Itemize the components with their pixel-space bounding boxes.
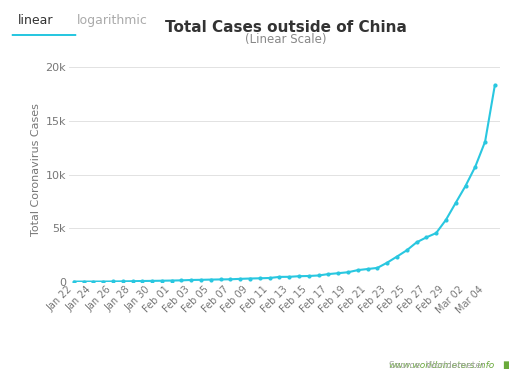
Point — [402, 247, 410, 253]
Text: www.worldometers.info: www.worldometers.info — [388, 361, 494, 370]
Point — [392, 254, 400, 260]
Point — [333, 270, 342, 276]
Point — [177, 277, 185, 284]
Point — [138, 278, 146, 284]
Point — [451, 200, 459, 206]
Point — [470, 164, 478, 170]
Text: linear: linear — [18, 14, 53, 27]
Point — [441, 217, 449, 223]
Point — [353, 267, 361, 273]
Point — [412, 239, 420, 245]
Point — [108, 279, 117, 285]
Point — [167, 277, 176, 284]
Point — [275, 274, 283, 280]
Point — [119, 278, 127, 284]
Text: Source: Worldometer -: Source: Worldometer - — [389, 361, 493, 370]
Point — [343, 269, 351, 275]
Point — [99, 279, 107, 285]
Point — [255, 275, 263, 281]
Point — [196, 277, 205, 283]
Point — [285, 274, 293, 280]
Y-axis label: Total Coronavirus Cases: Total Coronavirus Cases — [31, 103, 41, 235]
Point — [79, 279, 88, 285]
Point — [480, 138, 488, 144]
Point — [461, 183, 469, 189]
Point — [490, 82, 498, 88]
Point — [245, 276, 253, 282]
Point — [128, 278, 136, 284]
Text: (Linear Scale): (Linear Scale) — [244, 33, 326, 46]
Point — [373, 265, 381, 271]
Point — [363, 266, 371, 272]
Point — [187, 277, 195, 283]
Text: ■: ■ — [501, 360, 509, 370]
Point — [294, 273, 302, 279]
Point — [216, 276, 224, 282]
Point — [236, 276, 244, 282]
Point — [265, 275, 273, 281]
Point — [382, 260, 390, 266]
Text: logarithmic: logarithmic — [77, 14, 147, 27]
Point — [324, 271, 332, 277]
Point — [431, 230, 439, 236]
Point — [226, 276, 234, 282]
Point — [206, 277, 214, 283]
Point — [70, 279, 78, 285]
Point — [304, 273, 313, 279]
Point — [421, 234, 430, 240]
Point — [89, 279, 97, 285]
Point — [157, 278, 165, 284]
Point — [314, 273, 322, 279]
Text: Total Cases outside of China: Total Cases outside of China — [164, 20, 406, 35]
Point — [148, 278, 156, 284]
Legend: Cases: Cases — [245, 373, 322, 378]
